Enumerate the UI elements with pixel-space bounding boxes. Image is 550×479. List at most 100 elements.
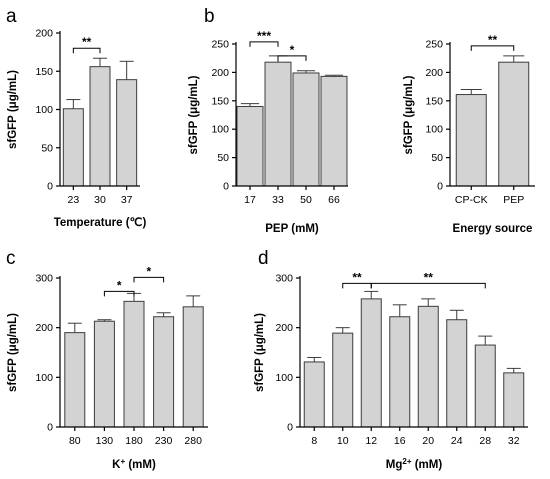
x-tick-label: PEP xyxy=(503,194,524,206)
bar-230 xyxy=(153,316,175,428)
bar-33 xyxy=(264,61,292,187)
y-axis-label: sfGFP (μg/mL) xyxy=(254,313,266,392)
significance-label: ** xyxy=(352,270,362,284)
bar-80 xyxy=(64,332,86,428)
x-tick-label: 24 xyxy=(451,435,463,447)
y-tick-label: 100 xyxy=(35,372,53,384)
x-tick-label: 280 xyxy=(184,435,202,447)
y-tick-label: 100 xyxy=(35,104,53,116)
significance-bracket xyxy=(133,276,165,283)
significance-bracket xyxy=(277,55,307,61)
chart-panel-energy-source: 0 50 100 150 200 250 CP-CK PEP sfGFP (μg/mL) Ener… xyxy=(403,33,535,235)
significance-label: * xyxy=(290,43,295,57)
chart-panel-d: d 0 100 200 300 8 10 12 16 20 24 28 32 sfGFP (μg/mL) M… xyxy=(254,248,528,471)
significance-label: ** xyxy=(424,270,434,284)
panel-letter: a xyxy=(6,6,17,27)
bar-37 xyxy=(116,79,138,187)
x-tick-label: 230 xyxy=(155,435,173,447)
x-tick-label: 28 xyxy=(479,435,491,447)
bar-CP-CK xyxy=(455,94,487,187)
y-axis-label: sfGFP (μg/mL) xyxy=(7,70,19,149)
y-axis-label: sfGFP (μg/mL) xyxy=(7,313,19,392)
y-tick-label: 0 xyxy=(287,422,293,434)
x-axis-label: Energy source xyxy=(453,223,533,235)
bar-66 xyxy=(320,75,348,187)
significance-label: *** xyxy=(257,29,271,43)
significance-bracket xyxy=(72,47,101,54)
bar-16 xyxy=(389,316,411,428)
y-tick-label: 250 xyxy=(425,39,443,51)
y-tick-label: 300 xyxy=(275,273,293,285)
chart-panel-a: a 0 50 100 150 200 23 30 37 sfGFP (μg/mL) Temperat… xyxy=(6,6,146,229)
y-tick-label: 0 xyxy=(47,422,53,434)
bar-PEP xyxy=(498,61,530,187)
y-tick-label: 100 xyxy=(275,372,293,384)
y-tick-label: 200 xyxy=(425,67,443,79)
y-tick-label: 50 xyxy=(217,152,229,164)
bar-20 xyxy=(417,305,439,428)
bar-24 xyxy=(446,319,468,428)
x-tick-label: 37 xyxy=(121,194,133,206)
bar-23 xyxy=(62,108,84,187)
y-tick-label: 0 xyxy=(223,181,229,193)
significance-label: * xyxy=(117,278,122,292)
significance-label: * xyxy=(146,264,151,278)
bar-12 xyxy=(360,298,382,428)
x-tick-label: 20 xyxy=(422,435,434,447)
y-axis-label: sfGFP (μg/mL) xyxy=(188,75,200,154)
y-tick-label: 150 xyxy=(211,95,229,107)
x-axis-label: K+ (mM) xyxy=(112,457,156,472)
bar-8 xyxy=(303,361,325,428)
y-tick-label: 200 xyxy=(35,322,53,334)
significance-bracket xyxy=(249,41,279,47)
x-tick-label: 66 xyxy=(328,194,340,206)
y-tick-label: 100 xyxy=(211,124,229,136)
significance-label: ** xyxy=(488,33,498,47)
bar-50 xyxy=(292,72,320,187)
bar-32 xyxy=(503,372,525,428)
y-tick-label: 0 xyxy=(437,181,443,193)
y-tick-label: 0 xyxy=(47,181,53,193)
x-tick-label: 23 xyxy=(67,194,79,206)
y-tick-label: 100 xyxy=(425,124,443,136)
x-tick-label: 32 xyxy=(508,435,520,447)
x-axis-label: PEP (mM) xyxy=(265,223,319,235)
y-tick-label: 200 xyxy=(275,322,293,334)
y-tick-label: 200 xyxy=(35,28,53,40)
panel-letter: c xyxy=(6,248,16,269)
x-tick-label: 30 xyxy=(94,194,106,206)
x-tick-label: 50 xyxy=(300,194,312,206)
bar-10 xyxy=(332,332,354,428)
x-axis-label: Mg2+ (mM) xyxy=(386,457,443,472)
x-tick-label: 17 xyxy=(244,194,256,206)
y-tick-label: 50 xyxy=(431,152,443,164)
x-tick-label: 33 xyxy=(272,194,284,206)
y-tick-label: 150 xyxy=(35,66,53,78)
x-axis-label: Temperature (℃) xyxy=(54,216,147,229)
x-tick-label: CP-CK xyxy=(455,194,488,206)
x-tick-label: 12 xyxy=(365,435,377,447)
significance-bracket xyxy=(470,45,515,51)
bar-130 xyxy=(93,320,115,428)
chart-panel-b: b 0 50 100 150 200 250 17 33 50 66 sfGFP (μg/mL) PEP… xyxy=(188,6,348,235)
x-tick-label: 8 xyxy=(311,435,317,447)
bar-28 xyxy=(474,344,496,428)
bar-280 xyxy=(182,306,204,428)
x-tick-label: 130 xyxy=(96,435,114,447)
significance-bracket xyxy=(370,282,486,289)
y-tick-label: 300 xyxy=(35,273,53,285)
bar-180 xyxy=(123,300,145,428)
x-tick-label: 180 xyxy=(125,435,143,447)
panel-letter: b xyxy=(204,6,215,27)
x-tick-label: 10 xyxy=(337,435,349,447)
y-tick-label: 250 xyxy=(211,39,229,51)
x-tick-label: 80 xyxy=(69,435,81,447)
chart-panel-c: c 0 100 200 300 80 130 180 230 280 sfGFP (μg/mL) K+… xyxy=(6,248,208,471)
bar-17 xyxy=(236,105,264,187)
y-tick-label: 200 xyxy=(211,67,229,79)
significance-bracket xyxy=(103,290,135,297)
significance-label: ** xyxy=(82,35,92,49)
y-tick-label: 50 xyxy=(41,142,53,154)
bar-30 xyxy=(89,66,111,187)
y-axis-label: sfGFP (μg/mL) xyxy=(403,75,415,154)
